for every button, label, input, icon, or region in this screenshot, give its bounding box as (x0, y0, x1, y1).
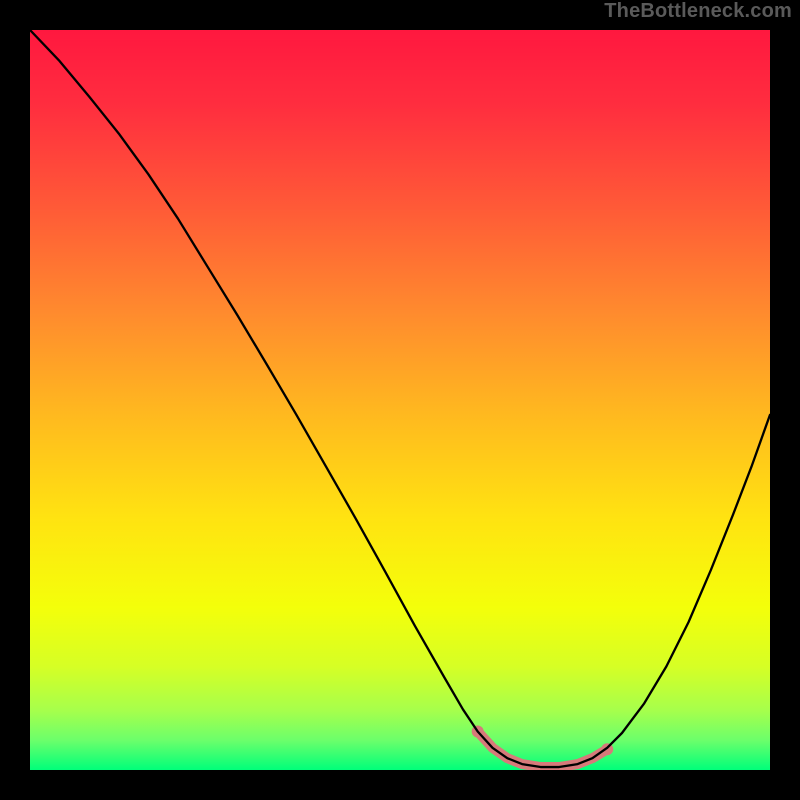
plot-area (30, 30, 770, 770)
watermark-text: TheBottleneck.com (604, 0, 792, 23)
curve-layer (30, 30, 770, 770)
main-curve (30, 30, 770, 767)
highlight-band (478, 732, 608, 768)
chart-stage: TheBottleneck.com (0, 0, 800, 800)
